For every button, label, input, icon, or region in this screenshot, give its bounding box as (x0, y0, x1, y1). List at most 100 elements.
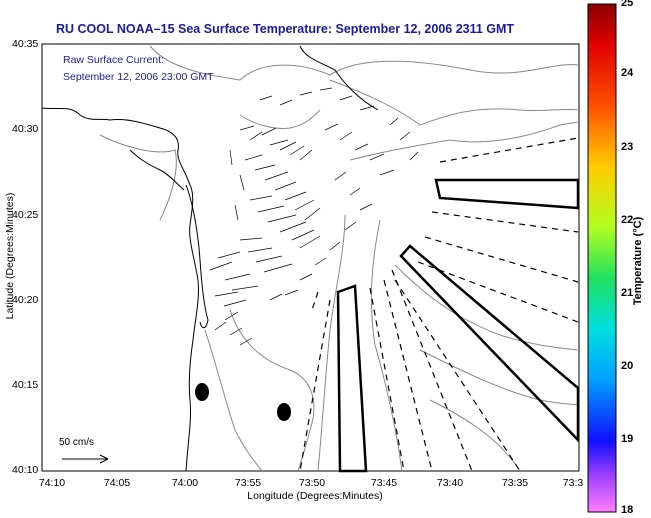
current-annotation-line2: September 12, 2006 23:00 GMT (63, 71, 214, 83)
map-line (209, 261, 233, 271)
current-vectors (209, 87, 419, 346)
map-line (279, 99, 293, 106)
map-line (261, 127, 277, 136)
map-line (379, 169, 395, 176)
map-line (229, 327, 243, 336)
map-line (329, 241, 341, 251)
x-tick-label: 74:05 (103, 477, 131, 489)
wedge-south (336, 284, 368, 473)
y-tick-label: 40:20 (12, 294, 39, 306)
contour-nearshore (204, 329, 263, 472)
x-tick-label: 73:40 (436, 477, 464, 489)
map-line (217, 251, 241, 259)
contour-south (429, 399, 521, 472)
contour-mid (349, 121, 579, 161)
map-line (267, 214, 297, 223)
scale-label: 50 cm/s (59, 437, 95, 448)
map-line (299, 149, 313, 161)
map-line (339, 95, 353, 101)
colorbar-tick-label: 22 (621, 214, 634, 226)
x-tick-label: 73:55 (234, 477, 262, 489)
map-line (214, 321, 227, 331)
map-line (231, 285, 259, 291)
x-tick-label: 73:35 (501, 477, 529, 489)
map-line (289, 145, 305, 156)
map-line (234, 204, 239, 221)
map-line (249, 131, 263, 141)
colorbar (587, 3, 617, 513)
map-line (409, 151, 419, 161)
map-line (284, 191, 307, 201)
map-line (257, 205, 285, 213)
map-line (239, 174, 245, 191)
coastline (41, 45, 379, 472)
map-line (349, 187, 361, 196)
x-tick-label: 73:50 (298, 477, 326, 489)
coastline-east (299, 45, 379, 111)
map-line (224, 311, 239, 321)
coastline-raritan (129, 149, 185, 191)
colorbar-tick-label: 21 (621, 287, 634, 299)
map-line (324, 123, 339, 131)
coastline-sandy-hook (185, 184, 209, 329)
y-tick-label: 40:15 (12, 379, 39, 391)
map-line (354, 143, 369, 151)
map-line (339, 131, 353, 141)
map-line (291, 229, 315, 241)
map-line (269, 293, 283, 301)
contour-rmid (394, 264, 579, 351)
contour-bay (99, 134, 177, 221)
map-line (294, 199, 315, 211)
colorbar-tick-label: 24 (621, 67, 634, 79)
map-line (255, 255, 283, 263)
map-line (224, 273, 251, 281)
coastline-main (41, 107, 199, 472)
scale-arrow (62, 454, 109, 464)
y-tick-label: 40:25 (12, 209, 39, 221)
wedge-east (399, 244, 580, 444)
marker-dot-east (277, 403, 291, 421)
map-line (389, 117, 399, 126)
map-line (239, 237, 263, 241)
map-line (299, 273, 313, 281)
contour-channel-east (370, 219, 403, 472)
map-line (279, 221, 307, 233)
x-axis-label: Longitude (Degrees:Minutes) (247, 490, 383, 502)
contour-channel-west (317, 214, 346, 472)
map-line (304, 207, 321, 221)
map-line (399, 131, 411, 141)
map-line (259, 95, 273, 101)
wedge-northeast (434, 178, 580, 210)
y-tick-label: 40:10 (12, 464, 39, 476)
radar-wedges (336, 178, 580, 473)
map-line (264, 171, 289, 181)
current-annotation-line1: Raw Surface Current: (63, 54, 164, 66)
map-line (334, 171, 347, 181)
radar-beam-lines (299, 137, 579, 472)
map-line (269, 139, 289, 146)
contour-outer (149, 45, 579, 81)
map-line (229, 149, 233, 166)
x-tick-label: 73:45 (370, 477, 398, 489)
map-line (369, 153, 385, 161)
map-line (223, 299, 247, 307)
map-line (239, 125, 255, 131)
y-axis-label: Latitude (Degrees:Minutes) (4, 192, 16, 320)
colorbar-tick-label: 18 (621, 504, 634, 516)
map-line (279, 141, 297, 151)
map-line (359, 203, 373, 211)
map-line (244, 154, 263, 161)
contour-shelf (329, 79, 579, 126)
map-line (314, 257, 327, 266)
colorbar-tick-label: 25 (621, 0, 634, 9)
map-line (274, 181, 297, 191)
map-line (263, 263, 293, 273)
y-tick-label: 40:30 (12, 123, 39, 135)
map-line (284, 289, 299, 296)
map-line (247, 247, 273, 253)
colorbar-tick-label: 19 (621, 433, 634, 445)
map-line (249, 195, 273, 201)
contour-north (239, 109, 321, 129)
